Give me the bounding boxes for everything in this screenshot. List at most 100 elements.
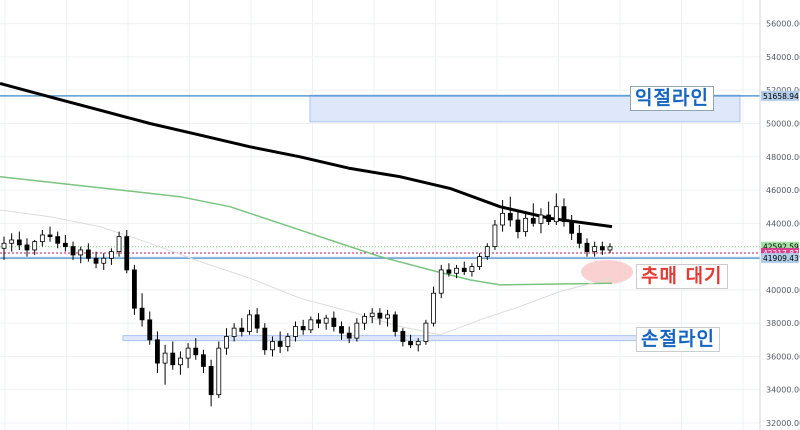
- candle: [185, 343, 191, 369]
- candle: [461, 261, 467, 275]
- candle-body: [431, 292, 436, 324]
- candle-body: [78, 249, 84, 256]
- candle-body: [507, 212, 513, 221]
- candle: [392, 311, 398, 337]
- green-ma: [0, 175, 613, 286]
- chase-buy-highlight: [581, 260, 633, 284]
- chase-buy-label: 추매 대기: [636, 264, 728, 289]
- y-tick-label: 48000.00: [766, 153, 800, 162]
- candle-body: [70, 246, 76, 256]
- candle: [492, 219, 498, 250]
- candle-body: [561, 206, 567, 223]
- candle-body: [231, 327, 237, 337]
- candle-body: [47, 234, 53, 238]
- candle: [454, 264, 459, 279]
- candle-body: [139, 307, 145, 321]
- candle: [108, 248, 114, 265]
- candle: [369, 308, 375, 324]
- candle: [316, 313, 321, 329]
- candle-body: [469, 266, 475, 272]
- candle-body: [477, 256, 482, 267]
- candle: [101, 253, 107, 270]
- candle: [385, 309, 390, 327]
- candle-body: [400, 331, 406, 342]
- candle: [484, 243, 490, 260]
- candle: [162, 344, 168, 385]
- price-tag: 41909.43: [761, 253, 799, 264]
- candle: [500, 200, 506, 232]
- candle-body: [454, 267, 459, 274]
- candle-body: [484, 246, 490, 257]
- candle: [362, 313, 367, 330]
- y-tick-label: 56000.00: [766, 20, 800, 29]
- candle: [178, 351, 183, 375]
- candle: [193, 338, 199, 360]
- candle: [93, 251, 99, 269]
- candle: [584, 238, 590, 257]
- candle: [323, 314, 329, 330]
- candle: [599, 241, 605, 255]
- candle: [9, 233, 15, 252]
- candle-body: [369, 312, 375, 317]
- candle: [62, 234, 68, 252]
- candle: [477, 253, 482, 270]
- take-profit-label: 익절라인: [630, 86, 714, 111]
- candle: [354, 318, 360, 342]
- candle: [293, 321, 298, 342]
- candle: [446, 263, 452, 277]
- candle: [216, 341, 222, 399]
- candle: [262, 323, 268, 355]
- candle-body: [415, 341, 421, 346]
- price-axis-bg: [760, 0, 800, 430]
- price-tag-label: 42592.59: [763, 243, 799, 252]
- y-tick-label: 32000.00: [766, 419, 800, 428]
- candle-body: [331, 317, 337, 327]
- candle-body: [316, 319, 321, 324]
- candle-body: [162, 352, 168, 364]
- candle-body: [155, 339, 160, 364]
- candle-body: [500, 212, 506, 226]
- candle-body: [293, 326, 298, 337]
- y-tick-label: 44000.00: [766, 219, 800, 228]
- y-tick-label: 52000.00: [766, 86, 800, 95]
- candle-body: [300, 326, 306, 331]
- candle-body: [461, 267, 467, 272]
- candle: [377, 308, 383, 325]
- price-tag-bg: [761, 247, 799, 258]
- candle: [469, 263, 475, 277]
- candle: [515, 210, 521, 239]
- candle: [1, 236, 7, 260]
- candle: [247, 309, 252, 335]
- candle: [170, 341, 176, 370]
- candle-body: [32, 241, 38, 251]
- candle: [339, 321, 344, 340]
- candle: [346, 326, 352, 344]
- candle: [147, 311, 153, 345]
- candle: [201, 349, 206, 374]
- candle-body: [446, 269, 452, 274]
- candle: [592, 241, 598, 257]
- stop-loss-zone: [122, 335, 641, 342]
- candle-body: [101, 257, 107, 264]
- price-tag-bg: [761, 253, 799, 264]
- candle-body: [385, 314, 390, 319]
- candle-body: [193, 347, 199, 356]
- price-tag-label: 41909.43: [763, 254, 799, 263]
- candle-body: [546, 214, 552, 223]
- candle: [270, 336, 275, 357]
- candle-body: [55, 236, 61, 244]
- candle-body: [224, 336, 229, 349]
- candle-body: [362, 316, 367, 324]
- candle-body: [178, 357, 183, 366]
- candle: [607, 243, 613, 254]
- candle-body: [132, 269, 137, 309]
- y-tick-label: 34000.00: [766, 386, 800, 395]
- candle-body: [247, 314, 252, 332]
- candle: [530, 203, 536, 227]
- candle: [431, 286, 436, 327]
- candles: [1, 193, 613, 407]
- y-tick-label: 50000.00: [766, 119, 800, 128]
- candle-body: [408, 341, 413, 346]
